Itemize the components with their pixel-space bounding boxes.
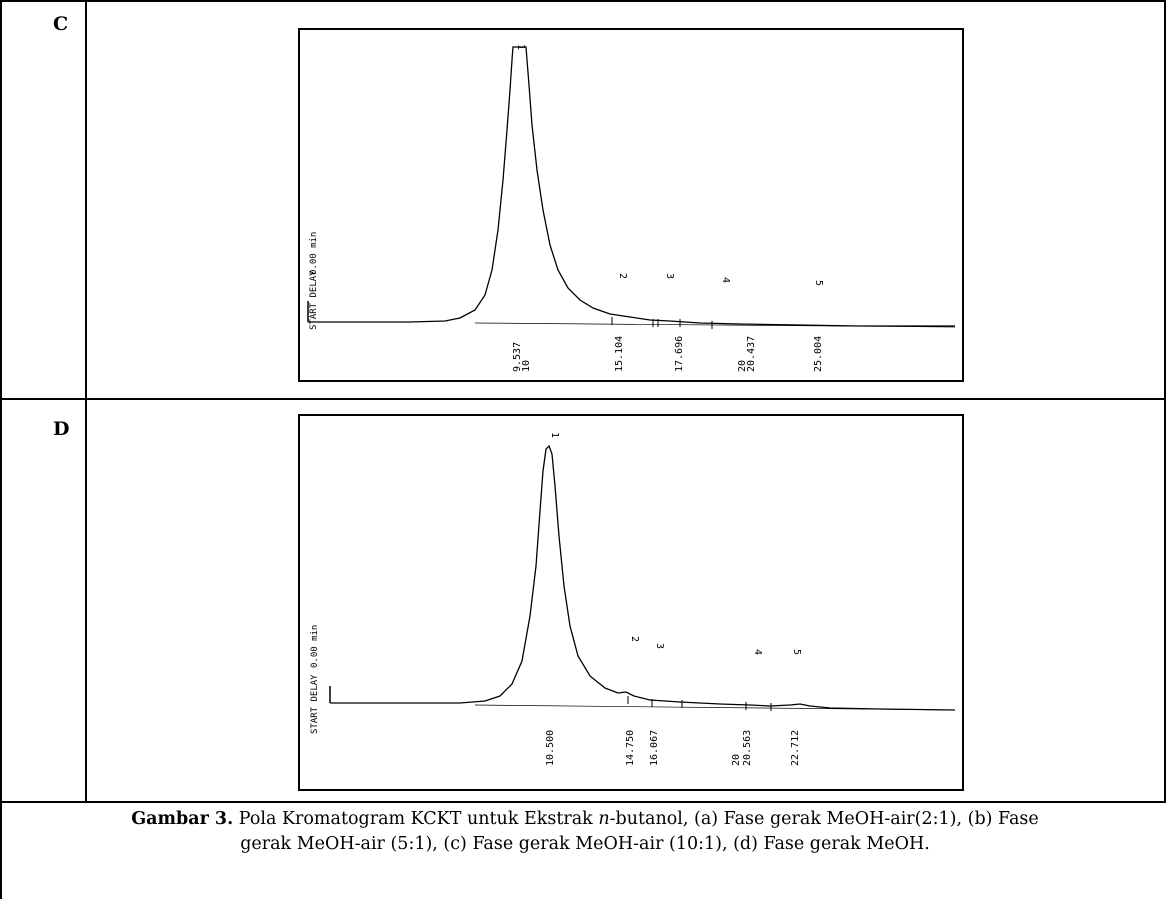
retention-time-d-4: 20 [731,754,742,766]
peak-number-d-4: 4 [752,649,763,655]
table-right-border [1164,0,1166,803]
row-divider [0,398,1166,400]
chromatogram-d: START DELAY 0.00 min 1 2 3 4 5 10.500 14… [298,414,964,791]
delay-value-d: 0.00 min [310,625,320,668]
caption-text-2: -butanol, (a) Fase gerak MeOH-air(2:1), … [609,809,1039,829]
table-top-border [0,0,1166,2]
start-delay-label-c: START DELAY [309,270,319,330]
peak-number-c-3: 3 [664,273,675,279]
retention-time-d-5: 20.563 [742,730,753,766]
peak-number-d-3: 3 [654,643,665,649]
peak-number-d-5: 5 [791,649,802,655]
caption-line-2: gerak MeOH-air (5:1), (c) Fase gerak MeO… [240,834,930,854]
start-delay-label-d: START DELAY [310,674,320,734]
retention-time-d-1: 10.500 [545,730,556,766]
chromatogram-trace-d [330,444,956,711]
peak-number-c-5: 5 [813,280,824,286]
caption-divider [0,801,1166,803]
retention-time-c-5: 20 [737,360,748,372]
peak-number-c-2: 2 [617,273,628,279]
retention-time-d-3: 16.067 [649,730,660,766]
retention-time-c-4: 17.696 [674,336,685,372]
peak-number-d-2: 2 [629,636,640,642]
panel-label-c: C [53,13,69,35]
peak-number-c-4: 4 [720,277,731,283]
table-left-border [0,0,2,899]
retention-time-d-6: 22.712 [790,730,801,766]
panel-label-d: D [53,418,70,440]
chromatogram-trace-c [308,46,955,327]
table-column-divider [85,0,87,803]
retention-time-c-6: 20.437 [746,336,757,372]
caption-italic: n [598,809,610,829]
caption-line-1: Gambar 3. Pola Kromatogram KCKT untuk Ek… [4,807,1166,832]
peak-number-c-1: 1 [515,44,526,50]
retention-time-d-2: 14.750 [625,730,636,766]
peak-number-d-1: 1 [549,432,560,438]
retention-time-c-2: 10 [521,360,532,372]
caption-label: Gambar 3. [131,809,234,829]
delay-value-c: 0.00 min [309,232,319,275]
retention-time-c-7: 25.004 [813,336,824,372]
retention-time-c-3: 15.104 [614,336,625,372]
chromatogram-c: START DELAY 0.00 min 1 2 3 4 5 9.537 10 … [298,28,964,382]
caption-text-1: Pola Kromatogram KCKT untuk Ekstrak [233,809,599,829]
retention-time-c-1: 9.537 [512,342,523,372]
figure-caption: Gambar 3. Pola Kromatogram KCKT untuk Ek… [4,807,1166,857]
